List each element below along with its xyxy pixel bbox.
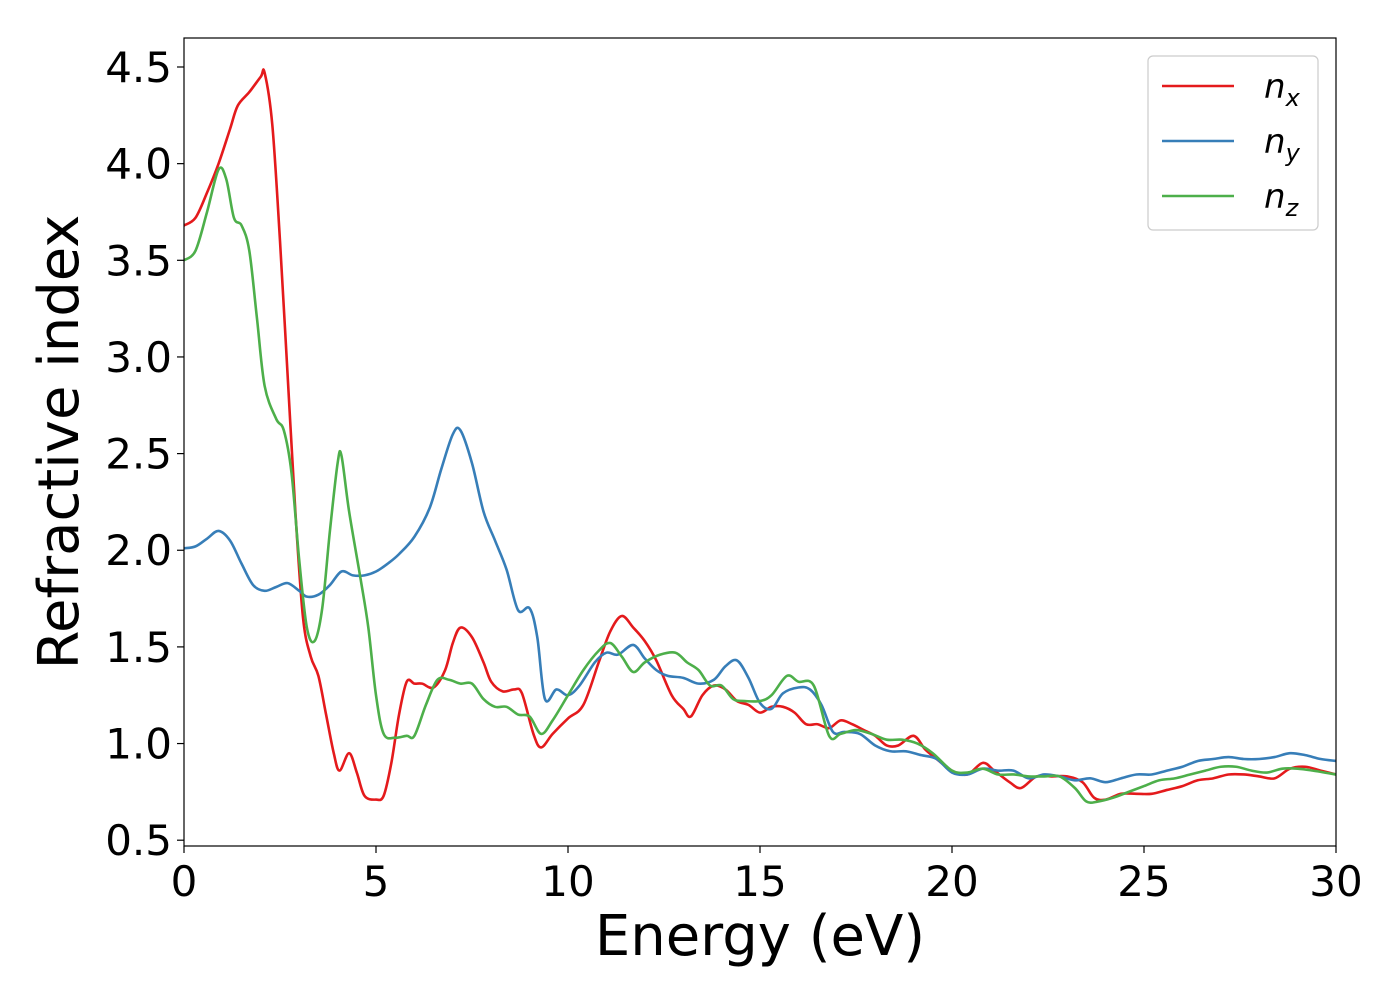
y-tick-label: 1.0	[105, 720, 172, 769]
legend-item-ny: ny	[1162, 122, 1301, 167]
legend-item-nx: nx	[1162, 67, 1301, 112]
series-line-ny	[184, 426, 1336, 784]
legend-label: nx	[1264, 67, 1301, 112]
legend-label: nz	[1264, 177, 1300, 222]
y-axis-label: Refractive index	[27, 215, 92, 670]
x-tick-label: 0	[171, 857, 198, 906]
legend-item-nz: nz	[1162, 177, 1300, 222]
y-tick-label: 3.5	[105, 236, 172, 285]
x-axis: 0 5 10 15 20 25 30	[171, 846, 1363, 906]
series-line-nx	[184, 68, 1336, 802]
x-tick-label: 20	[925, 857, 978, 906]
x-tick-label: 15	[733, 857, 786, 906]
x-tick-label: 25	[1117, 857, 1170, 906]
y-tick-label: 2.0	[105, 526, 172, 575]
legend: nx ny nz	[1147, 55, 1319, 231]
y-tick-label: 3.0	[105, 333, 172, 382]
legend-label: ny	[1264, 122, 1301, 167]
y-tick-label: 2.5	[105, 430, 172, 479]
y-axis: 0.5 1.0 1.5 2.0 2.5 3.0 3.5 4.0 4.5	[105, 43, 184, 865]
y-tick-label: 4.5	[105, 43, 172, 92]
x-tick-label: 30	[1309, 857, 1362, 906]
y-tick-label: 0.5	[105, 816, 172, 865]
y-tick-label: 1.5	[105, 623, 172, 672]
legend-box	[1147, 55, 1319, 231]
series-layer	[184, 68, 1336, 805]
x-axis-label: Energy (eV)	[595, 904, 925, 969]
x-tick-label: 5	[363, 857, 390, 906]
x-tick-label: 10	[541, 857, 594, 906]
series-line-nz	[184, 166, 1336, 805]
y-tick-label: 4.0	[105, 140, 172, 189]
